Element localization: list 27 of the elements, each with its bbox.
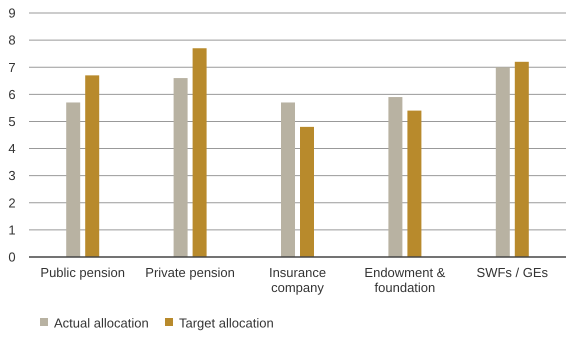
y-tick-label: 3 — [8, 168, 16, 184]
bar — [85, 75, 100, 257]
x-tick-label: Insurance company — [268, 265, 326, 295]
y-tick-label: 6 — [8, 86, 16, 102]
y-tick-label: 8 — [8, 32, 16, 48]
legend-label: Target allocation — [179, 316, 274, 331]
y-tick-label: 7 — [8, 60, 16, 75]
bar — [192, 48, 207, 257]
y-tick-label: 5 — [8, 114, 16, 129]
bar — [66, 102, 80, 257]
x-tick-label: Public pension — [40, 265, 125, 280]
legend-label: Actual allocation — [54, 316, 149, 331]
bar — [514, 62, 529, 257]
bar — [407, 110, 422, 257]
y-tick-label: 0 — [8, 250, 16, 265]
bar — [174, 78, 188, 257]
x-tick-label: Endowment & foundation — [364, 265, 446, 295]
y-tick-label: 9 — [8, 6, 16, 21]
y-tick-label: 2 — [8, 195, 16, 210]
bar — [281, 102, 295, 257]
bar — [496, 67, 510, 257]
bar — [388, 97, 402, 257]
x-tick-label: Private pension — [145, 265, 235, 280]
y-tick-label: 1 — [8, 222, 16, 238]
y-tick-label: 4 — [8, 141, 16, 156]
x-tick-label: SWFs / GEs — [476, 265, 549, 280]
bar — [300, 126, 314, 257]
